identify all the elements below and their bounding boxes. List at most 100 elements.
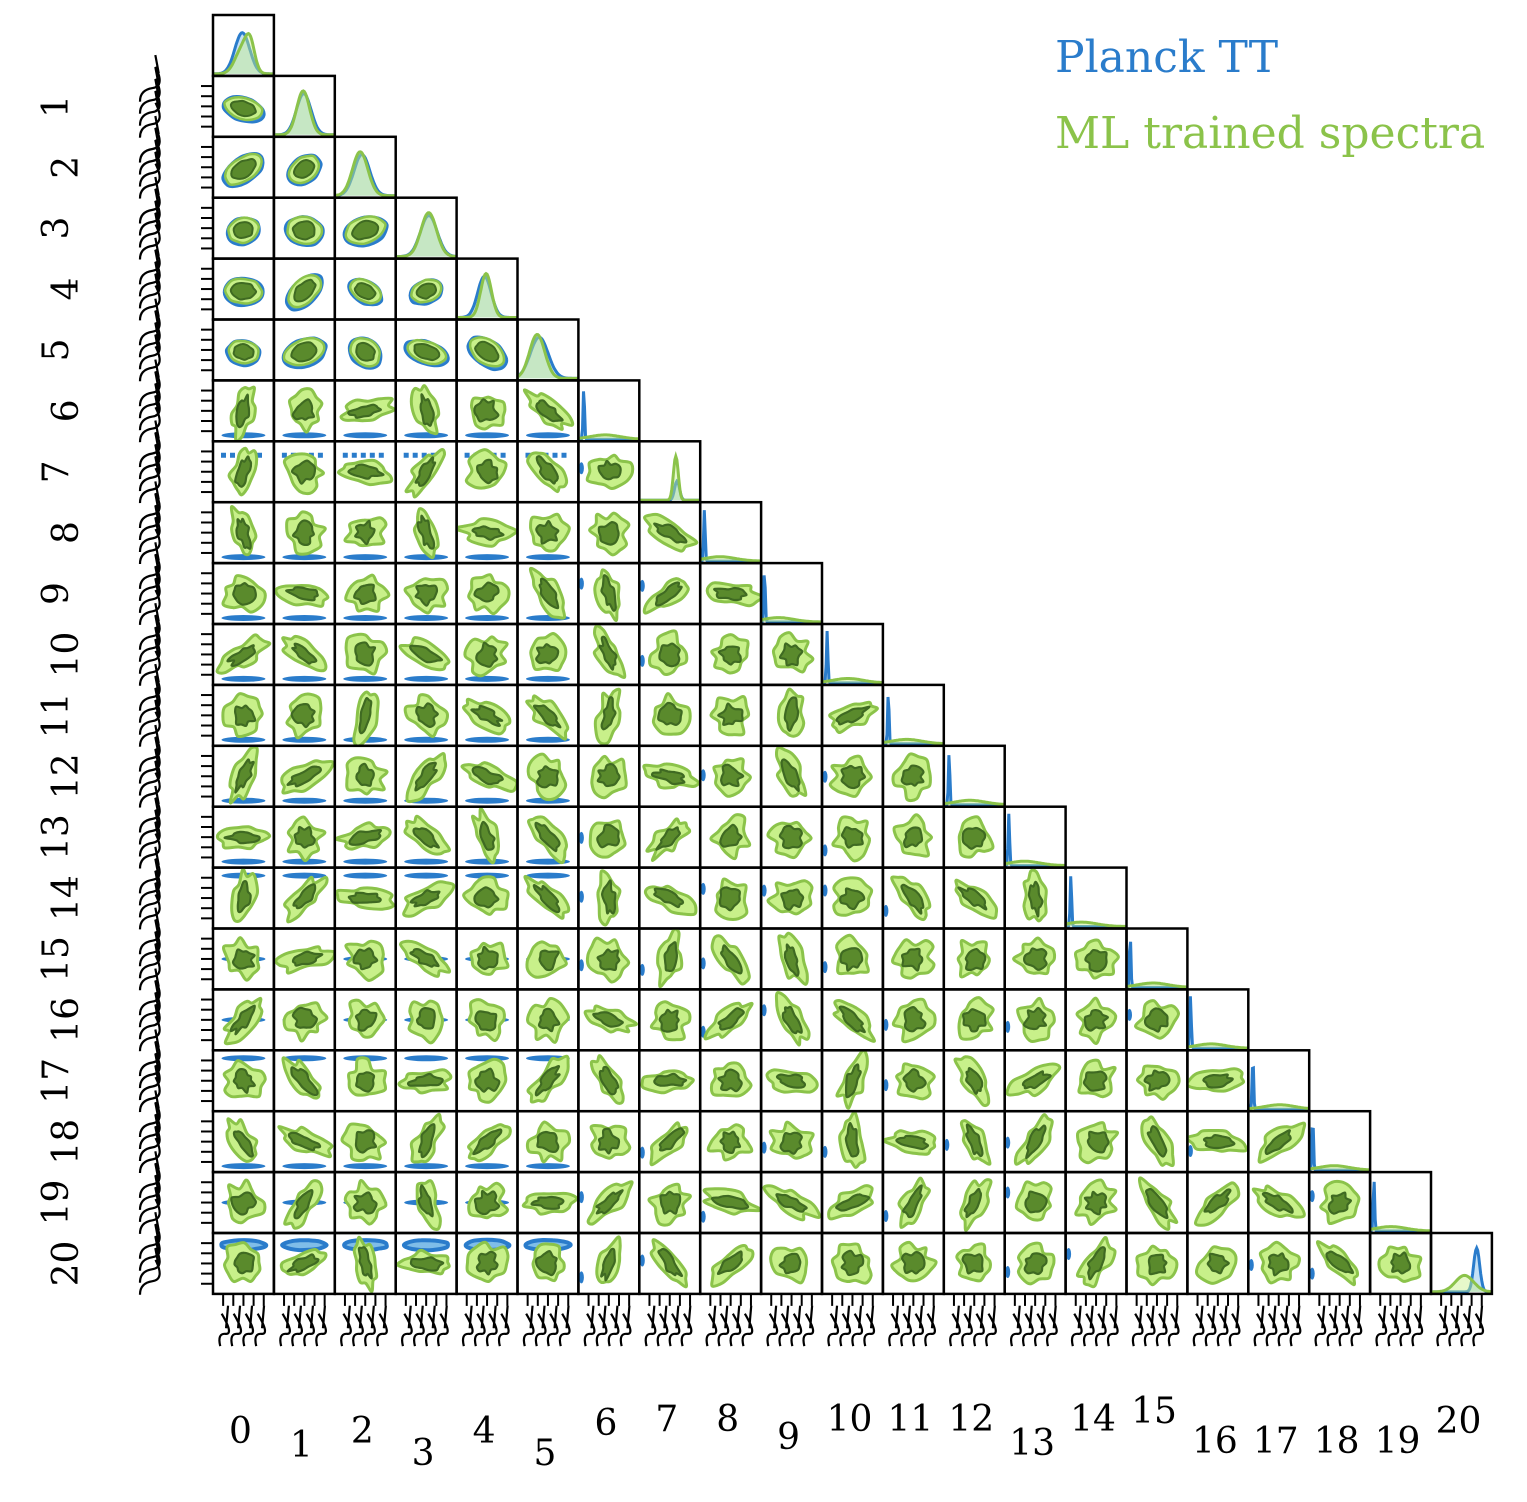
contour-planck-band [404,1055,449,1062]
marginal-ml-line-15 [1126,981,1188,989]
panel-16-9 [759,988,824,1052]
panel-15-15 [1125,927,1189,991]
contour-planck-edge [1005,1020,1011,1033]
contour-ml-inner [236,880,252,914]
marginal-planck-0 [213,32,274,74]
contour-ml-inner [415,702,439,728]
panel-6-3 [394,379,458,443]
marginal-planck-1 [273,93,335,135]
panel-17-6 [577,1049,641,1113]
panel-20-16 [1186,1231,1250,1296]
x-tick-label-glyph [1253,1305,1266,1347]
y-tick-label-glyph [138,151,161,199]
x-tick-label-glyph [1094,1305,1107,1347]
x-tick-label-glyph [717,1305,730,1347]
contour-ml-inner [233,704,257,728]
panel-12-10 [820,744,885,808]
x-tick-label-glyph [790,1305,803,1347]
marginal-planck-16 [1187,996,1249,1049]
marginal-ml-line-19 [1370,1225,1431,1233]
x-tick-label-glyph [1192,1305,1205,1347]
contour-planck-edge [639,579,645,592]
contour-ml-inner [961,826,987,850]
x-tick-label-glyph [766,1305,779,1347]
panel-1-0 [211,74,276,139]
contour-ml-inner [1023,1252,1048,1276]
y-tick-label-glyph [138,359,161,407]
contour-ml-inner [229,1004,256,1036]
contour-ml-inner [354,641,377,667]
panel-19-14 [1064,1170,1128,1235]
panel-9-7 [638,561,702,626]
x-tick-label-glyph [1155,1305,1168,1347]
panel-13-12 [942,805,1006,869]
panel-18-5 [516,1109,580,1174]
panel-17-2 [333,1049,397,1113]
contour-planck-band [404,432,449,439]
contour-ml-inner [414,583,439,607]
contour-ml-inner [286,1253,320,1273]
panel-7-5 [516,440,580,504]
contour-planck-band [221,615,266,621]
y-tick-label-glyph [138,517,161,565]
contour-planck-edge [639,963,645,976]
contour-ml-inner [840,764,867,790]
y-tick-label-glyph [138,1223,161,1271]
panel-frame [1368,1170,1433,1235]
y-axis-label-14: 14 [46,875,87,921]
panel-12-1 [272,744,337,808]
panel-16-10 [820,988,885,1052]
marginal-planck-line-13 [1004,813,1066,868]
y-tick-label-glyph [138,943,161,991]
contour-planck-band [221,736,266,743]
contour-ml-inner [354,519,376,546]
contour-planck-edge [1066,1247,1072,1260]
y-tick-label-glyph [138,1090,161,1138]
x-tick-label-glyph [497,1305,510,1347]
contour-planck-band [404,1163,449,1170]
contour-planck-band [525,432,570,439]
contour-ml-inner [414,456,437,487]
contour-planck-edge [639,654,645,667]
contour-planck-band [282,736,327,743]
y-tick-label-glyph [138,578,161,625]
x-tick-label-glyph [303,1305,315,1347]
contour-planck-edge [700,957,706,970]
contour-planck-edge [578,1191,584,1204]
x-tick-label-glyph [218,1305,231,1347]
panel-10-0 [211,622,276,687]
x-axis-label-15: 15 [1131,1391,1177,1432]
panel-17-10 [820,1049,885,1113]
y-axis-label-20: 20 [46,1241,87,1287]
marginal-ml-line-10 [822,677,883,685]
panel-3-2 [333,196,397,260]
contour-ml-inner [1206,1252,1230,1275]
y-tick-label-glyph [138,858,161,906]
panel-4-4 [455,257,519,321]
marginal-ml-line-16 [1187,1042,1249,1050]
panel-18-18 [1307,1109,1372,1174]
contour-ml-inner [475,641,499,668]
y-axis-label-13: 13 [36,814,77,860]
x-tick-label-glyph [961,1305,973,1347]
panel-frame [820,622,885,687]
contour-planck-band [404,554,449,561]
contour-ml-inner [535,643,560,665]
panel-frame [1186,988,1250,1052]
y-tick-label-glyph [138,602,161,650]
contour-ml-inner [838,1005,866,1034]
contour-planck-edge [822,770,828,783]
panel-frame [759,561,824,626]
contour-ml-inner [901,1251,926,1275]
contour-ml-inner [840,826,864,849]
contour-planck-edge [639,1146,645,1159]
marginal-planck-line-10 [822,630,883,685]
contour-ml-inner [654,581,683,607]
contour-ml-inner [232,1067,256,1094]
contour-ml-inner [232,581,257,606]
x-tick-label-glyph [1070,1305,1083,1347]
contour-ml-inner [965,1067,984,1095]
panel-19-15 [1125,1170,1189,1235]
x-tick-label-glyph [461,1305,474,1347]
